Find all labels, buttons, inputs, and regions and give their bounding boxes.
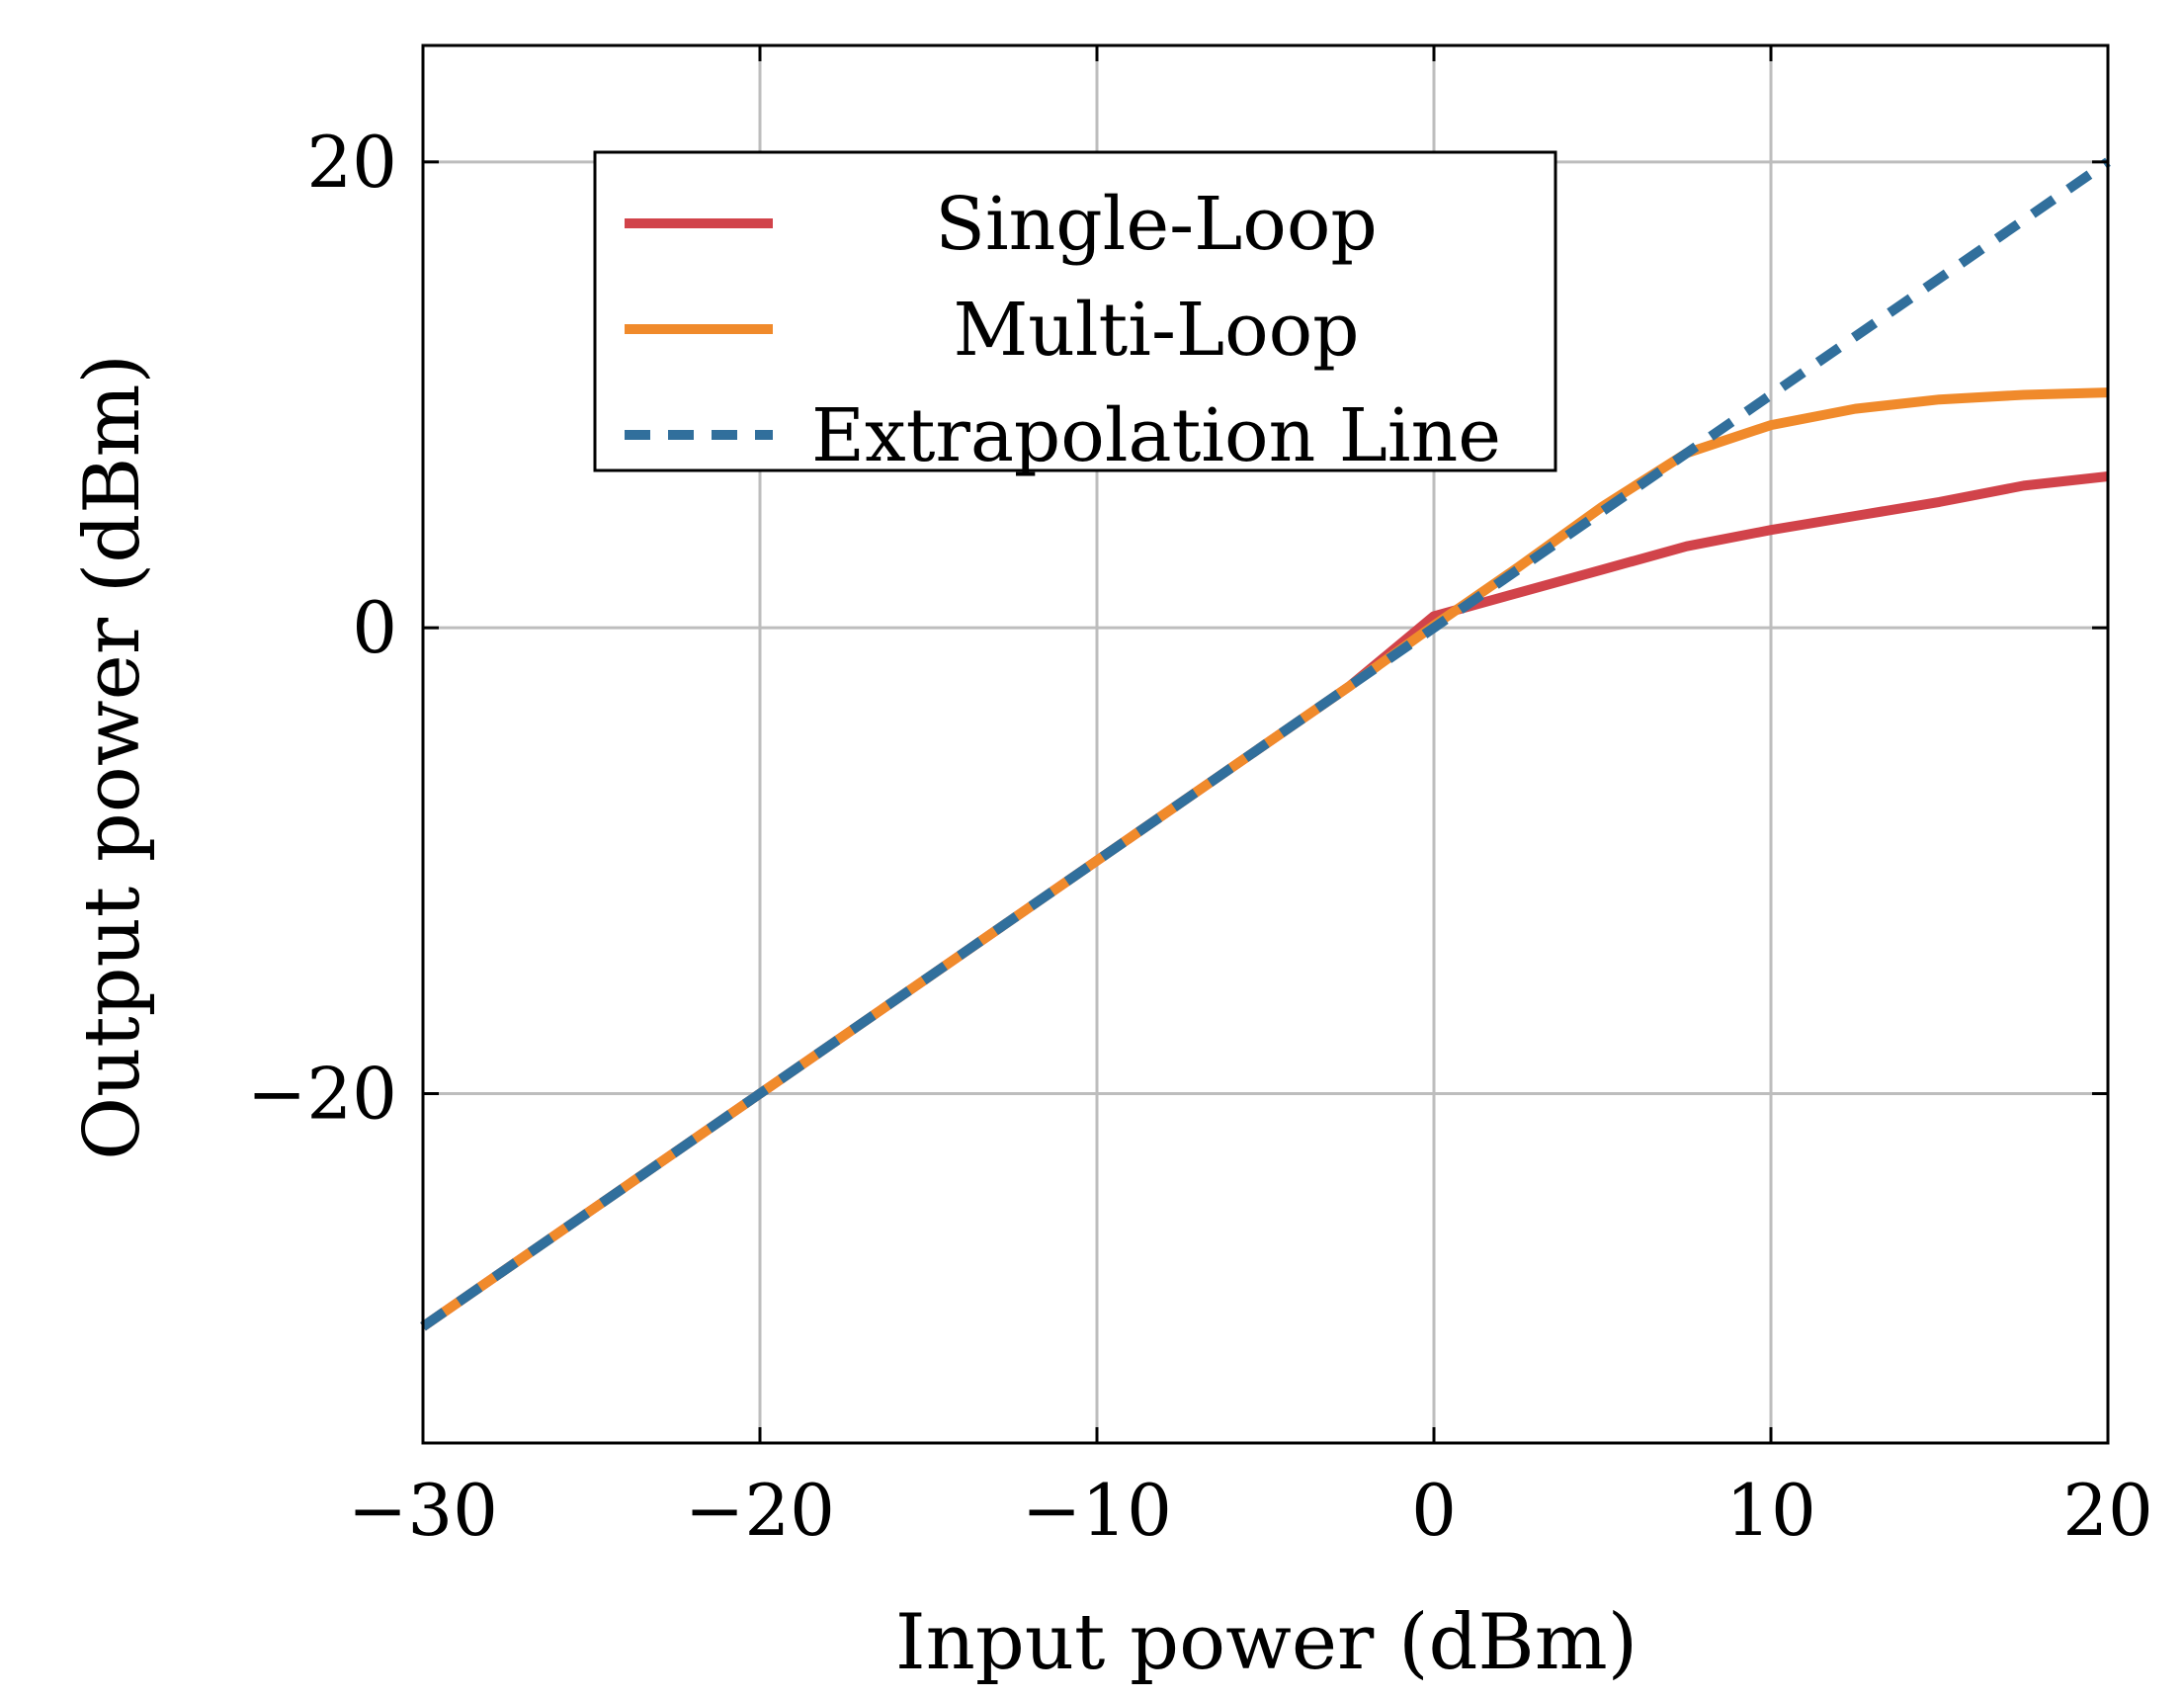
x-tick-label: 0	[1411, 1469, 1457, 1552]
x-axis-label: Input power (dBm)	[895, 1598, 1638, 1687]
x-tick-label: −10	[1022, 1469, 1172, 1552]
legend-box	[593, 150, 1557, 472]
y-tick-label: −20	[247, 1053, 397, 1136]
y-tick-label: 20	[306, 121, 397, 204]
legend: Single-Loop Multi-Loop Extrapolation Lin…	[593, 150, 1557, 478]
legend-label-multi-loop: Multi-Loop	[953, 288, 1359, 373]
series-line-extrapolation-line	[420, 157, 2111, 1331]
plot-frame	[421, 43, 2110, 1445]
x-tick-label: −20	[685, 1469, 835, 1552]
x-tick-label: −30	[348, 1469, 498, 1552]
x-tick-label: 10	[1725, 1469, 1816, 1552]
legend-label-extrapolation: Extrapolation Line	[811, 393, 1501, 478]
y-axis-label: Output power (dBm)	[68, 354, 157, 1160]
legend-label-single-loop: Single-Loop	[935, 182, 1377, 267]
series-lines	[420, 157, 2111, 1331]
x-tick-label: 20	[2062, 1469, 2153, 1552]
y-tick-label: 0	[352, 586, 397, 669]
ticks: −30 −20 −10 0 10 20 −20 0 20	[247, 45, 2153, 1552]
